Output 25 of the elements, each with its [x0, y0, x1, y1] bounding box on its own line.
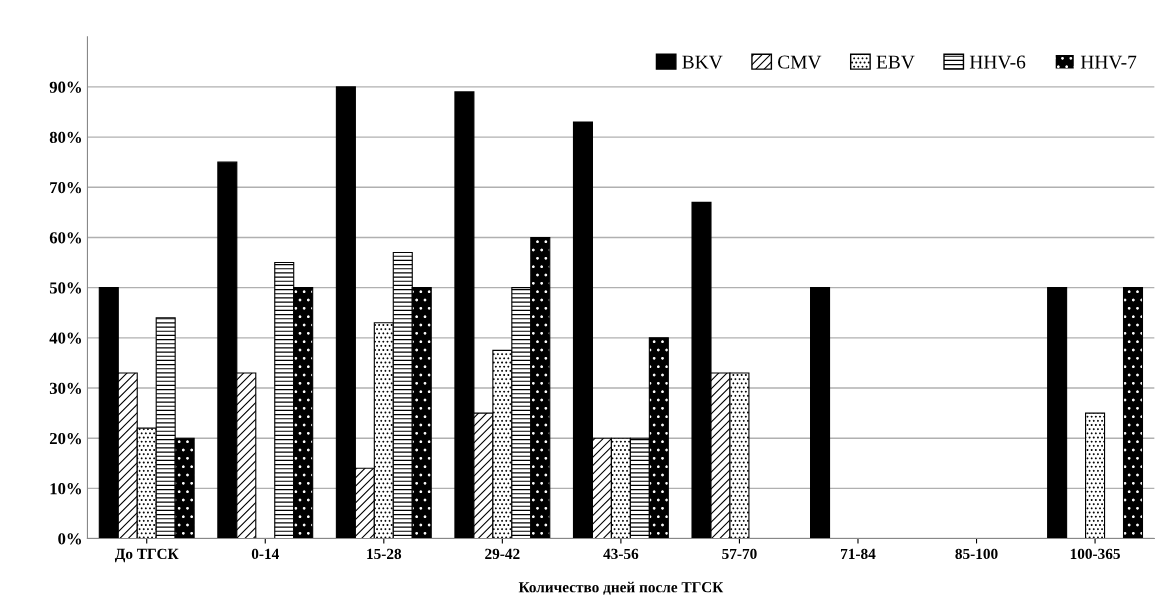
x-tick-label: 57-70: [722, 548, 757, 560]
legend-label: BKV: [682, 55, 723, 69]
y-tick-label: 0%: [58, 533, 82, 545]
x-tick-label: 29-42: [485, 548, 520, 560]
x-tick-label: 71-84: [841, 548, 876, 560]
y-tick-label: 20%: [49, 432, 82, 445]
legend-label: HHV-6: [969, 55, 1026, 69]
y-tick-label: 50%: [49, 282, 82, 294]
x-tick-label: 15-28: [367, 548, 402, 560]
y-tick-label: 30%: [49, 382, 82, 395]
x-tick-label: 100-365: [1070, 548, 1120, 560]
x-tick-label: 0-14: [251, 548, 279, 560]
y-tick-label: 90%: [49, 81, 82, 93]
x-tick-label: 85-100: [955, 548, 998, 560]
legend-label: CMV: [778, 55, 822, 69]
y-tick-label: 70%: [50, 181, 82, 194]
y-tick-label: 80%: [49, 131, 82, 144]
x-axis-title: Количество дней после ТГСК: [518, 581, 724, 595]
y-tick-label: 10%: [50, 483, 82, 495]
legend-label: HHV-7: [1080, 55, 1137, 69]
x-tick-label: До ТГСК: [114, 548, 179, 563]
x-tick-label: 43-56: [603, 548, 639, 560]
legend-label: EBV: [876, 55, 915, 69]
y-tick-label: 60%: [49, 232, 82, 244]
y-tick-label: 40%: [49, 332, 82, 344]
